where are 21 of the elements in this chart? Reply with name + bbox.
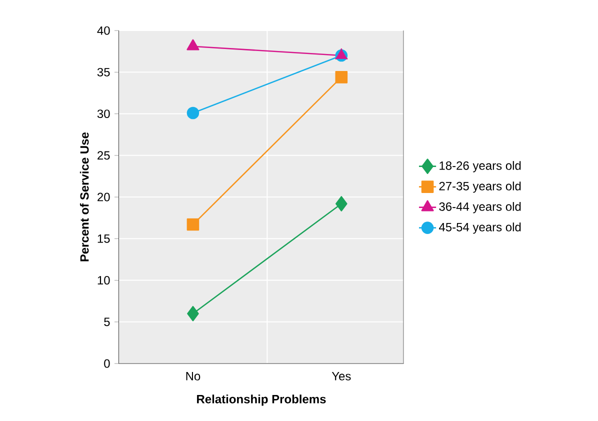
- y-tick-label: 20: [98, 192, 110, 202]
- legend-label: 45-54 years old: [439, 222, 521, 234]
- point: [335, 71, 348, 84]
- y-tick-label: 30: [97, 110, 110, 118]
- x-axis-title: Relationship Problems: [197, 394, 326, 406]
- y-tick-label: 10: [98, 276, 110, 285]
- y-tick-label: 40: [97, 26, 110, 35]
- point: [186, 106, 200, 120]
- x-tick-label: Yes: [332, 372, 351, 380]
- legend-label: 27-35 years old: [439, 182, 521, 193]
- point: [336, 196, 348, 212]
- point: [187, 306, 199, 322]
- legend-label: 36-44 years old: [439, 202, 521, 214]
- y-axis-title: Percent of Service Use: [80, 132, 89, 262]
- y-tick-label: 0: [104, 359, 110, 368]
- legend-label: 18-26 years old: [440, 161, 521, 172]
- x-tick-label: No: [186, 372, 200, 380]
- y-tick-label: 15: [98, 234, 110, 243]
- y-tick-label: 25: [98, 151, 110, 160]
- y-tick-label: 5: [104, 318, 110, 326]
- y-tick-label: 35: [97, 68, 110, 76]
